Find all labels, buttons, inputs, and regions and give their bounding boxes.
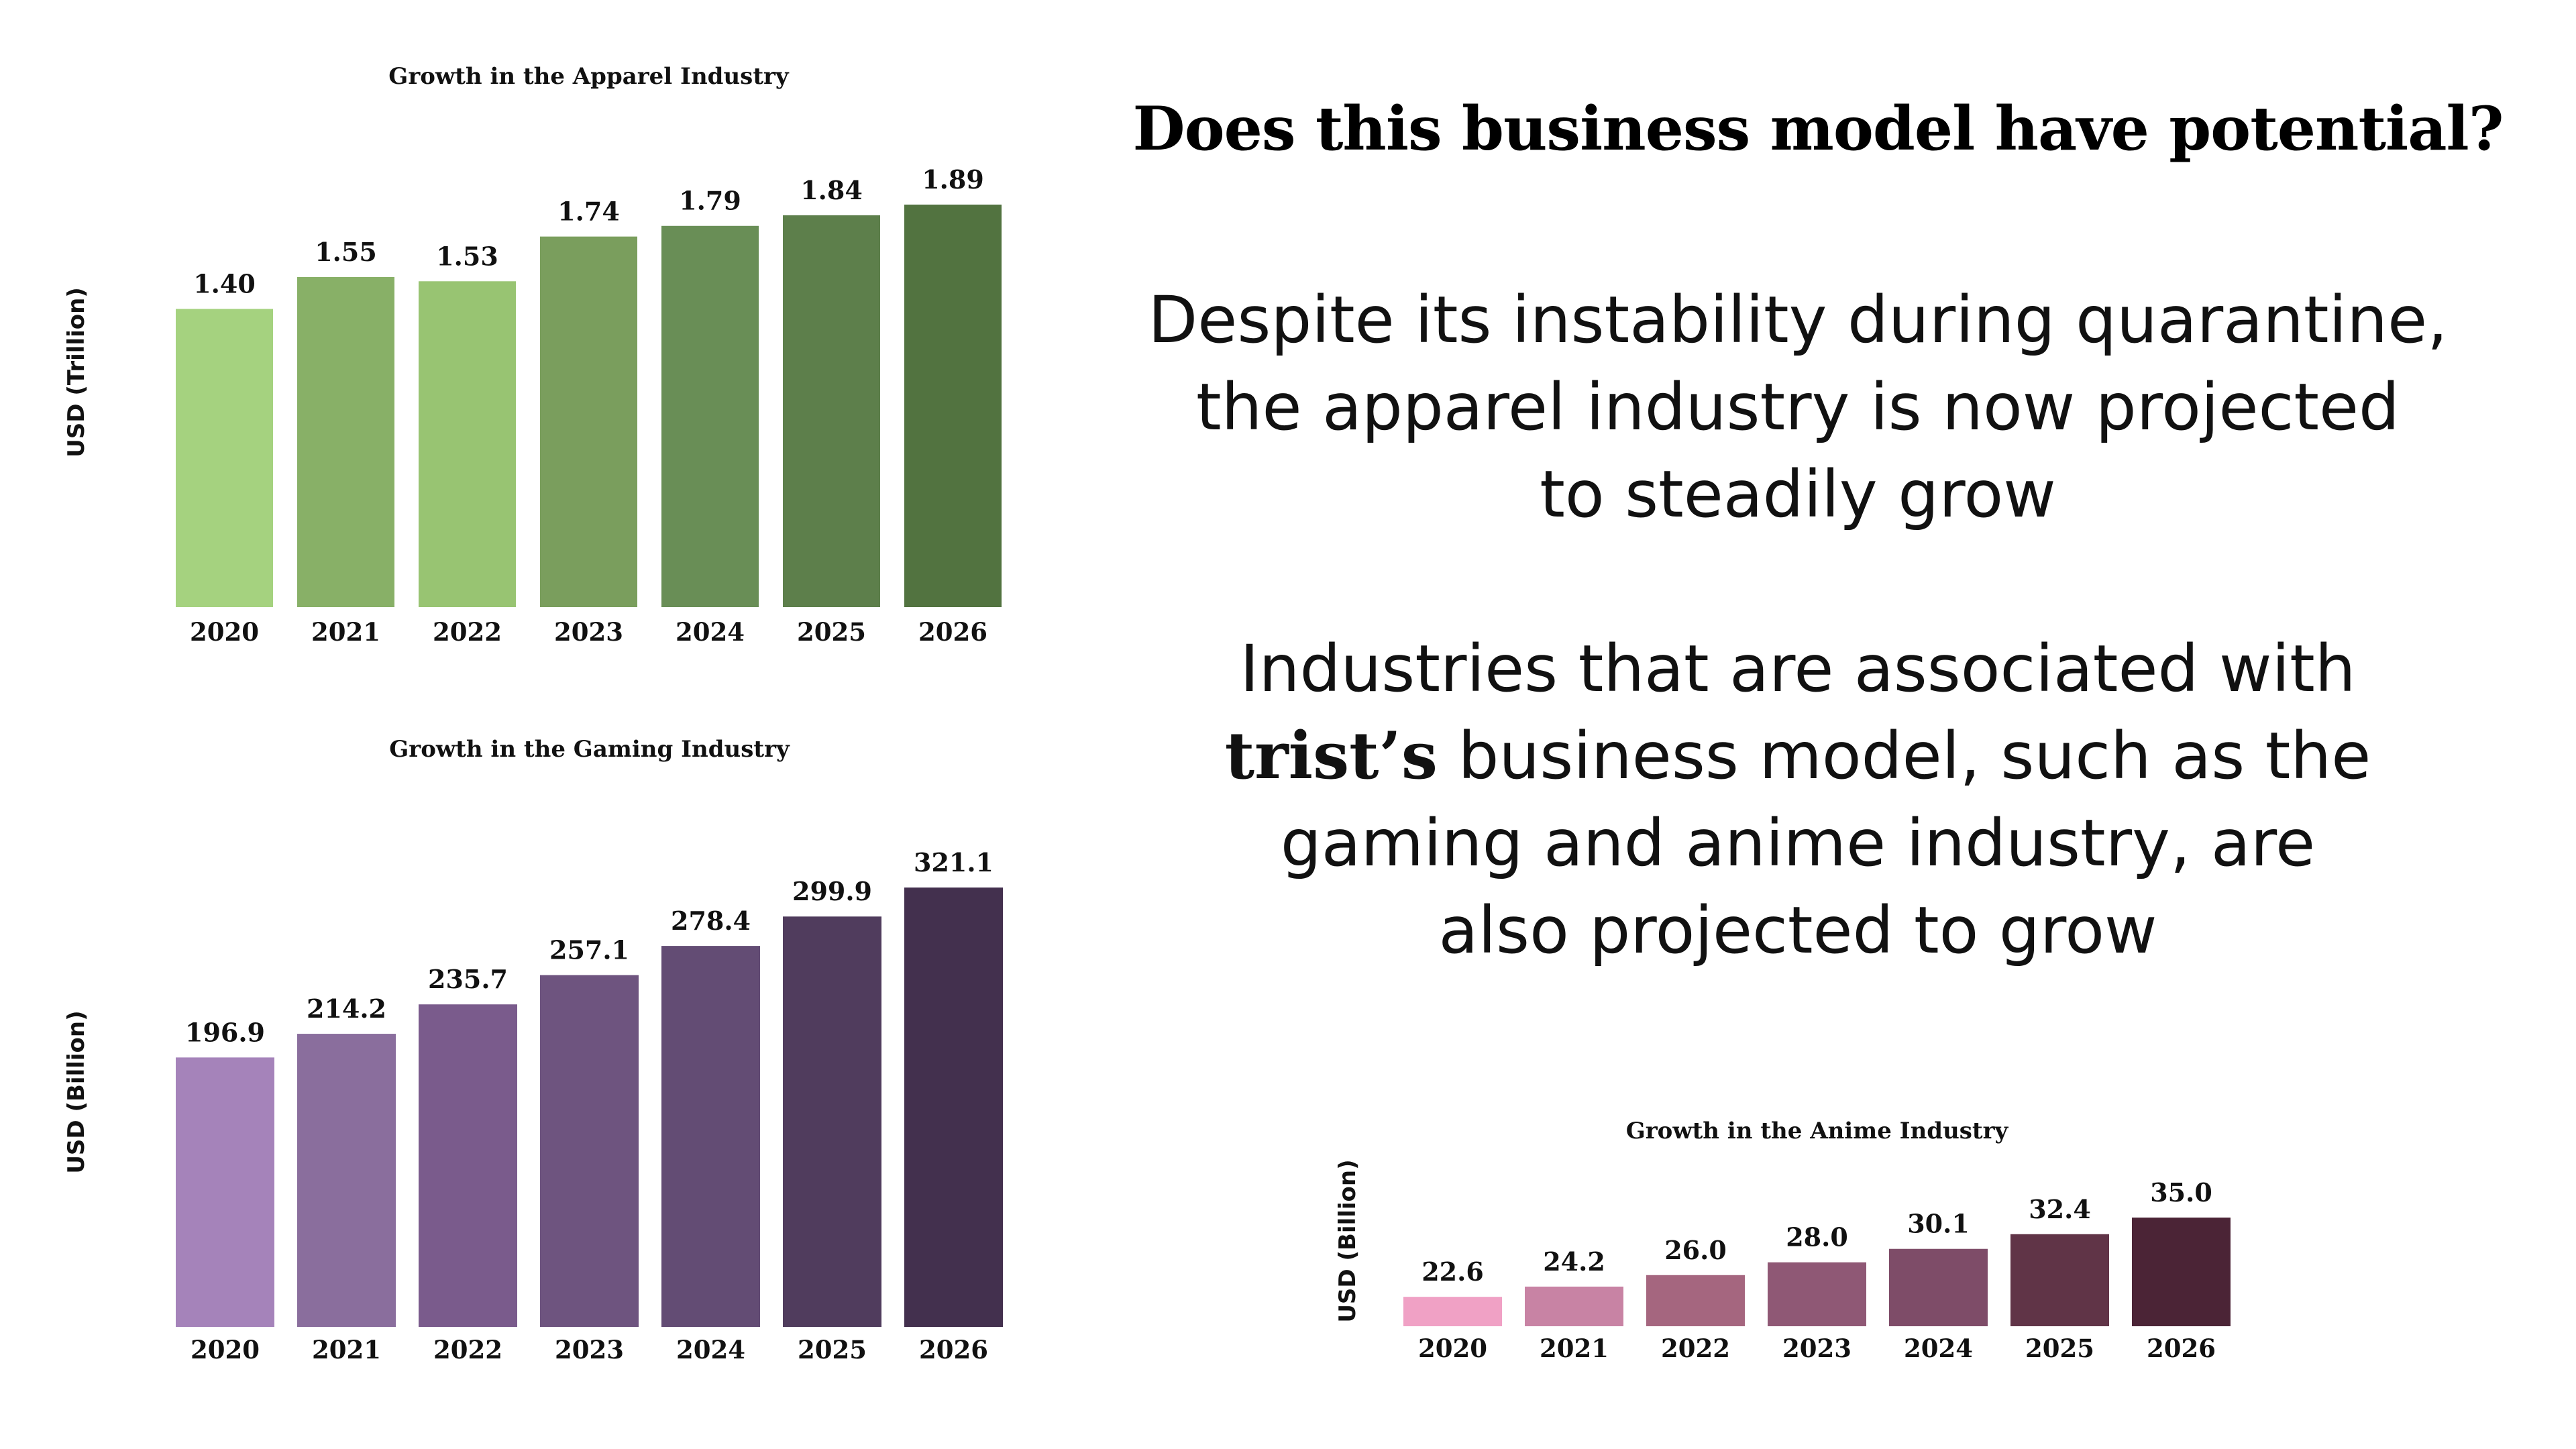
paragraph-line: also projected to grow [1438,893,2157,968]
chart-title: Growth in the Anime Industry [1626,1118,2009,1144]
x-tick-2023: 2023 [554,617,623,647]
data-label-2022: 235.7 [428,964,508,994]
x-tick-2025: 2025 [798,1335,867,1364]
x-tick-2021: 2021 [1540,1334,1609,1363]
gaming-growth-chart: Growth in the Gaming Industry USD (Billio… [0,721,1046,1382]
x-tick-2020: 2020 [191,1335,260,1364]
x-tick-2021: 2021 [312,1335,381,1364]
chart-title: Growth in the Gaming Industry [389,736,790,763]
x-tick-2023: 2023 [1782,1334,1851,1363]
bar-2021 [297,276,394,607]
data-label-2024: 1.79 [679,186,741,216]
data-label-2022: 26.0 [1664,1235,1727,1265]
bar-2025 [783,215,880,607]
data-label-2020: 196.9 [185,1017,265,1047]
apparel-growth-chart: Growth in the Apparel Industry USD (Trill… [0,47,1046,651]
data-label-2026: 321.1 [914,847,994,877]
bar-2023 [1768,1262,1866,1326]
x-tick-2020: 2020 [1418,1334,1487,1363]
bar-2021 [1525,1286,1623,1326]
bar-2023 [540,236,637,608]
gaming-chart-svg: Growth in the Gaming Industry USD (Billio… [63,736,1003,1364]
bar-2020 [176,309,273,607]
data-label-2021: 24.2 [1543,1246,1605,1277]
bar-2026 [904,205,1002,607]
x-tick-2024: 2024 [676,1335,745,1364]
data-label-2026: 35.0 [2150,1177,2212,1208]
x-tick-2025: 2025 [797,617,866,647]
bar-2020 [1403,1297,1502,1326]
x-tick-2020: 2020 [190,617,259,647]
bar-2024 [661,225,759,607]
x-tick-2024: 2024 [1904,1334,1973,1363]
data-label-2026: 1.89 [922,164,984,195]
bar-2022 [419,1004,517,1327]
data-label-2024: 278.4 [671,906,751,936]
y-axis-label: USD (Billion) [63,1010,90,1173]
bar-2024 [661,946,760,1327]
brand-name: trist’s [1224,718,1438,794]
related-industries-paragraph: Industries that are associated with tris… [1060,625,2536,974]
x-tick-2026: 2026 [2147,1334,2216,1363]
x-tick-2021: 2021 [311,617,380,647]
apparel-chart-svg: Growth in the Apparel Industry USD (Trill… [63,63,1002,647]
paragraph-line: gaming and anime industry, are [1280,806,2316,881]
data-label-2025: 32.4 [2029,1194,2091,1224]
chart-title: Growth in the Apparel Industry [388,63,790,90]
x-tick-2022: 2022 [1661,1334,1730,1363]
bar-2022 [419,281,516,607]
data-label-2025: 299.9 [792,876,872,906]
data-label-2023: 257.1 [549,935,629,965]
bar-2020 [176,1057,274,1327]
bar-2026 [2132,1218,2231,1326]
data-label-2020: 22.6 [1421,1256,1484,1287]
x-tick-2026: 2026 [918,617,987,647]
paragraph-line: trist’s business model, such as the [1060,712,2536,800]
paragraph-line: to steadily grow [1540,457,2056,532]
apparel-projection-paragraph: Despite its instability during quarantin… [1060,276,2536,538]
y-axis-label: USD (Trillion) [63,287,90,458]
bar-2025 [2010,1234,2109,1326]
bar-2023 [540,975,639,1327]
data-label-2021: 1.55 [315,237,377,267]
paragraph-line: Despite its instability during quarantin… [1148,282,2448,358]
x-tick-2022: 2022 [433,1335,502,1364]
y-axis-label: USD (Billion) [1334,1159,1361,1322]
bar-2022 [1646,1275,1745,1326]
paragraph-line: the apparel industry is now projected [1196,370,2400,445]
bar-2025 [783,916,881,1327]
data-label-2022: 1.53 [436,241,498,271]
anime-chart-svg: Growth in the Anime Industry USD (Billion… [1334,1118,2231,1363]
x-tick-2026: 2026 [919,1335,988,1364]
slide-headline: Does this business model have potential? [1132,93,2504,164]
bar-2021 [297,1034,396,1327]
bar-2026 [904,888,1003,1327]
x-tick-2024: 2024 [676,617,745,647]
data-label-2023: 28.0 [1786,1222,1848,1252]
data-label-2024: 30.1 [1907,1209,1970,1239]
paragraph-line: Industries that are associated with [1240,631,2356,706]
data-label-2023: 1.74 [557,197,620,227]
data-label-2021: 214.2 [307,994,386,1024]
bar-2024 [1889,1248,1988,1326]
data-label-2020: 1.40 [193,269,256,299]
x-tick-2022: 2022 [433,617,502,647]
anime-growth-chart: Growth in the Anime Industry USD (Billion… [1322,1100,2301,1382]
data-label-2025: 1.84 [800,175,863,205]
x-tick-2025: 2025 [2025,1334,2094,1363]
x-tick-2023: 2023 [555,1335,624,1364]
paragraph-line-rest: business model, such as the [1437,718,2371,794]
